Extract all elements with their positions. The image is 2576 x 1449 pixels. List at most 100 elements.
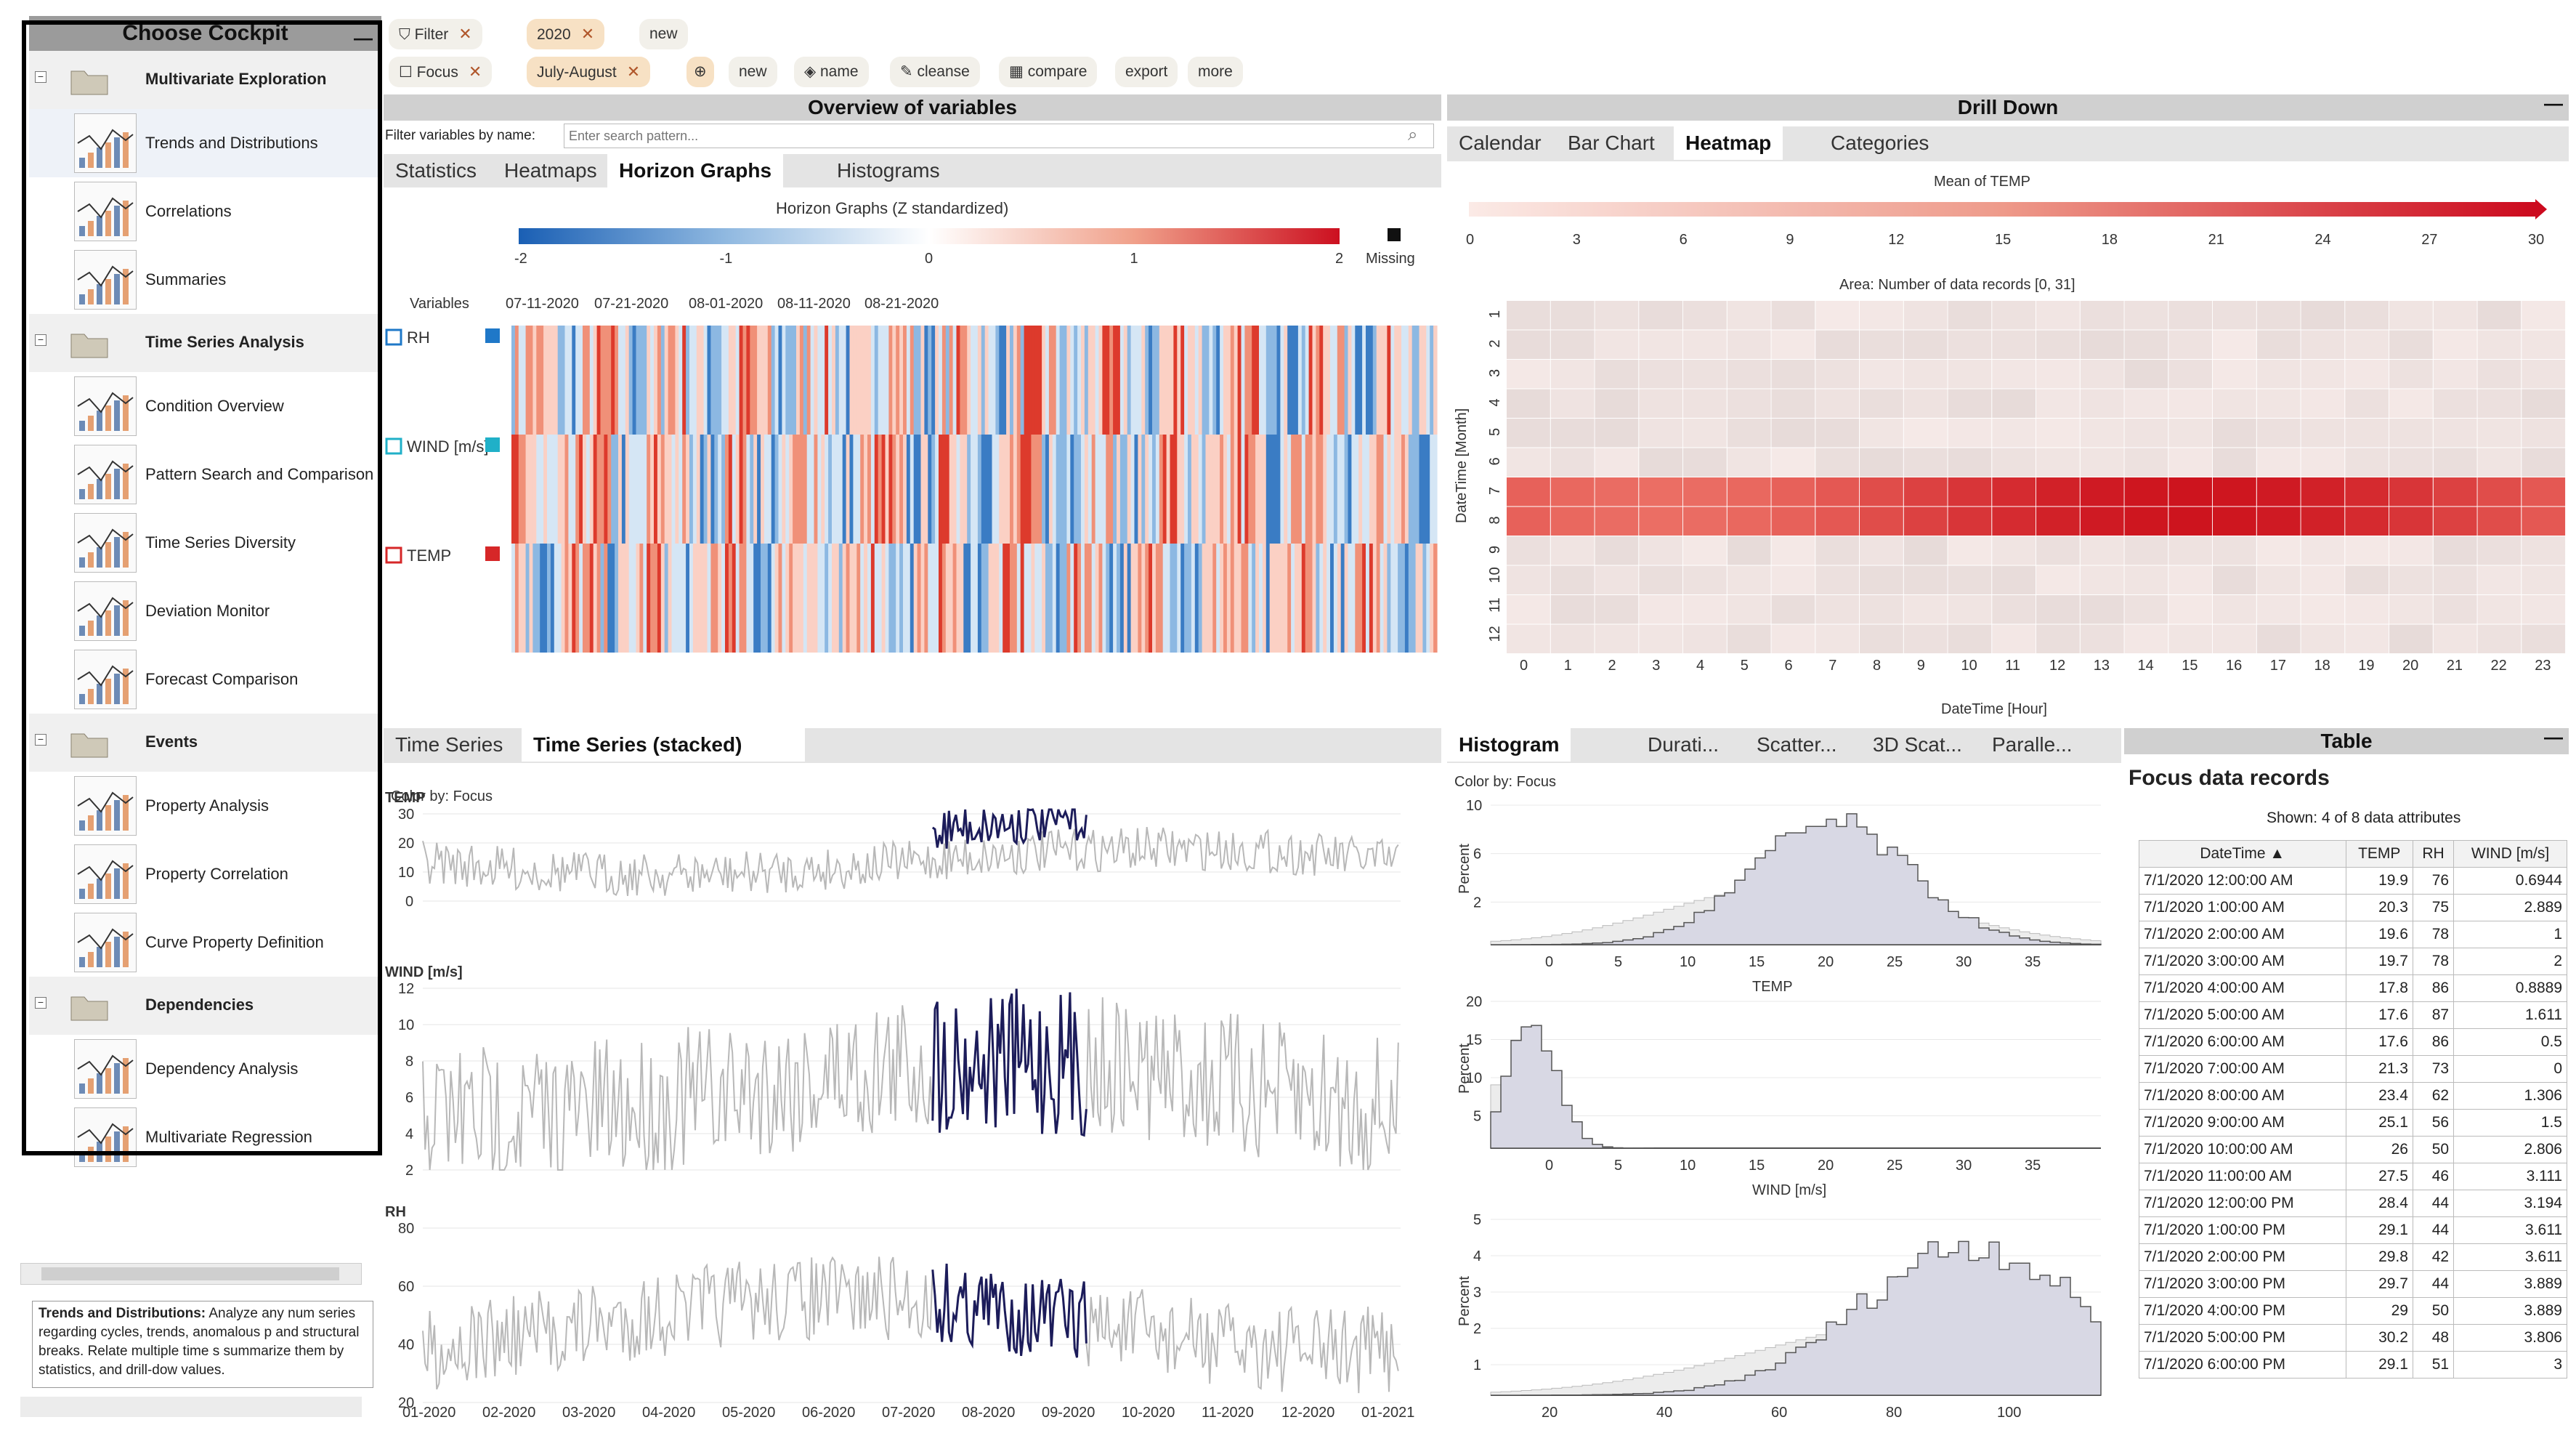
heatmap-cell[interactable] [2213,506,2256,536]
heatmap-cell[interactable] [1683,624,1727,654]
heatmap-cell[interactable] [2301,448,2345,477]
tab-duration[interactable]: Durati... [1636,728,1731,762]
heatmap-cell[interactable] [2213,389,2256,419]
cockpit-item[interactable]: Forecast Comparison [29,645,381,714]
heatmap-cell[interactable] [1948,448,1992,477]
tab-scatter[interactable]: Scatter... [1745,728,1849,762]
heatmap-cell[interactable] [1860,389,1903,419]
collapse-icon[interactable]: − [35,997,46,1009]
table-row[interactable]: 7/1/2020 4:00:00 PM 29 50 3.889 [2139,1297,2567,1325]
heatmap-cell[interactable] [2477,506,2522,536]
heatmap-cell[interactable] [2433,330,2477,360]
heatmap-cell[interactable] [1507,477,1550,506]
heatmap-cell[interactable] [1992,360,2036,389]
heatmap-cell[interactable] [2477,536,2522,565]
heatmap-cell[interactable] [2213,477,2256,506]
heatmap-cell[interactable] [1550,330,1595,360]
heatmap-cell[interactable] [1815,301,1860,330]
heatmap-cell[interactable] [2477,360,2522,389]
new-filter-button[interactable]: new [639,19,688,49]
cockpit-item[interactable]: Pattern Search and Comparison [29,440,381,509]
heatmap-cell[interactable] [2345,389,2389,419]
heatmap-cell[interactable] [2522,595,2566,624]
heatmap-cell[interactable] [1992,330,2036,360]
focus-chip[interactable]: ☐ Focus ✕ [389,57,493,87]
heatmap-cell[interactable] [1815,448,1860,477]
cockpit-item[interactable]: Curve Property Definition [29,908,381,977]
heatmap-cell[interactable] [2389,448,2433,477]
heatmap-cell[interactable] [1507,624,1550,654]
heatmap-cell[interactable] [1507,389,1550,419]
heatmap-cell[interactable] [1903,506,1948,536]
heatmap-cell[interactable] [1727,477,1771,506]
heatmap-cell[interactable] [1727,624,1771,654]
heatmap-cell[interactable] [1860,624,1903,654]
heatmap-cell[interactable] [2345,301,2389,330]
tab-horizon-graphs[interactable]: Horizon Graphs [607,154,784,187]
heatmap-cell[interactable] [1595,389,1639,419]
heatmap-cell[interactable] [1595,301,1639,330]
heatmap-cell[interactable] [2433,419,2477,448]
heatmap-cell[interactable] [1595,536,1639,565]
heatmap-cell[interactable] [2345,360,2389,389]
heatmap-cell[interactable] [2168,506,2213,536]
heatmap-cell[interactable] [1550,536,1595,565]
heatmap-cell[interactable] [1948,506,1992,536]
heatmap-cell[interactable] [2080,448,2124,477]
heatmap-cell[interactable] [2124,506,2168,536]
heatmap-cell[interactable] [2213,565,2256,595]
heatmap-cell[interactable] [1507,448,1550,477]
heatmap-cell[interactable] [2168,360,2213,389]
heatmap-cell[interactable] [1815,330,1860,360]
heatmap-cell[interactable] [2124,565,2168,595]
heatmap-cell[interactable] [1992,536,2036,565]
heatmap-cell[interactable] [2389,330,2433,360]
heatmap-cell[interactable] [2213,330,2256,360]
heatmap-cell[interactable] [2168,448,2213,477]
cockpit-item[interactable]: Deviation Monitor [29,577,381,645]
heatmap-cell[interactable] [2433,389,2477,419]
heatmap-cell[interactable] [2522,536,2566,565]
tab-time-series-stacked[interactable]: Time Series (stacked) [522,728,805,762]
heatmap-cell[interactable] [1727,301,1771,330]
scrollbar-thumb[interactable] [41,1267,339,1280]
heatmap-cell[interactable] [1507,301,1550,330]
heatmap-cell[interactable] [2433,477,2477,506]
remove-filter-icon[interactable]: ✕ [458,25,472,43]
table-row[interactable]: 7/1/2020 4:00:00 AM 17.8 86 0.8889 [2139,974,2567,1002]
heatmap-cell[interactable] [2301,301,2345,330]
compare-button[interactable]: ▦ compare [999,57,1098,87]
table-row[interactable]: 7/1/2020 3:00:00 AM 19.7 78 2 [2139,948,2567,975]
heatmap-cell[interactable] [2080,389,2124,419]
heatmap-cell[interactable] [2080,565,2124,595]
heatmap-cell[interactable] [2124,448,2168,477]
search-icon[interactable]: ⌕ [1408,125,1418,145]
heatmap-cell[interactable] [2522,389,2566,419]
column-rh[interactable]: RH [2412,840,2455,868]
heatmap-cell[interactable] [1639,360,1683,389]
heatmap-cell[interactable] [2256,448,2301,477]
heatmap-cell[interactable] [1992,301,2036,330]
heatmap-cell[interactable] [2168,565,2213,595]
heatmap-cell[interactable] [1683,389,1727,419]
heatmap-cell[interactable] [2213,448,2256,477]
heatmap-cell[interactable] [1550,301,1595,330]
heatmap-cell[interactable] [1771,565,1815,595]
heatmap-cell[interactable] [1771,389,1815,419]
heatmap-cell[interactable] [2036,301,2080,330]
collapse-icon[interactable]: − [35,334,46,346]
heatmap-cell[interactable] [2433,565,2477,595]
heatmap-cell[interactable] [2256,477,2301,506]
heatmap-cell[interactable] [1948,477,1992,506]
heatmap-cell[interactable] [1595,477,1639,506]
tab-categories[interactable]: Categories [1819,126,1941,160]
heatmap-cell[interactable] [2036,506,2080,536]
heatmap-cell[interactable] [2433,595,2477,624]
heatmap-cell[interactable] [1727,360,1771,389]
heatmap-cell[interactable] [2522,506,2566,536]
heatmap-cell[interactable] [1683,301,1727,330]
heatmap-cell[interactable] [1903,477,1948,506]
heatmap-cell[interactable] [1860,448,1903,477]
minimize-icon[interactable]: — [2544,92,2563,114]
heatmap-cell[interactable] [2345,536,2389,565]
